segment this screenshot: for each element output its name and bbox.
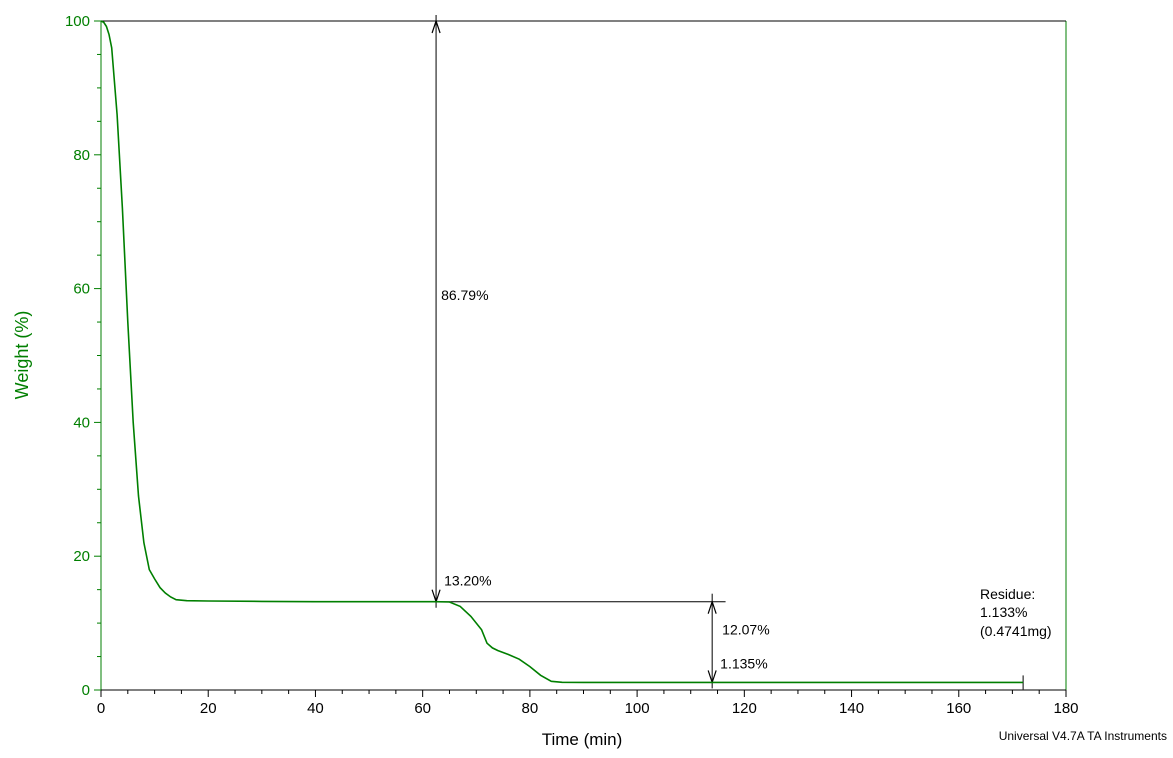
x-tick-label: 80 — [522, 700, 539, 717]
x-tick-label: 160 — [946, 700, 971, 717]
arrow-up-100 — [431, 19, 441, 34]
x-tick-label: 140 — [839, 700, 864, 717]
y-tick-label: 40 — [73, 414, 90, 431]
annotation-labels: 86.79% 13.20% 12.07% 1.135% — [441, 287, 770, 672]
x-tick-label: 100 — [625, 700, 650, 717]
x-axis-label: Time (min) — [542, 730, 623, 749]
residue-mass: (0.4741mg) — [980, 623, 1052, 639]
residue-percent: 1.133% — [980, 604, 1027, 620]
x-tick-label: 20 — [200, 700, 217, 717]
arrow-up-13 — [707, 599, 717, 614]
annotation-label: 1.135% — [720, 656, 767, 672]
software-footer: Universal V4.7A TA Instruments — [999, 729, 1167, 743]
residue-label: Residue: — [980, 586, 1035, 602]
annotation-label: 13.20% — [444, 573, 491, 589]
y-axis-label: Weight (%) — [12, 311, 32, 400]
y-tick-label: 60 — [73, 281, 90, 298]
x-tick-label: 60 — [414, 700, 431, 717]
y-tick-label: 20 — [73, 548, 90, 565]
y-tick-label: 0 — [82, 682, 90, 699]
x-tick-label: 180 — [1053, 700, 1078, 717]
series-group — [100, 20, 1024, 684]
annotation-label: 86.79% — [441, 287, 488, 303]
annotation-label: 12.07% — [722, 621, 769, 637]
x-tick-label: 0 — [97, 700, 105, 717]
weight-curve-0 — [100, 20, 1024, 684]
annotation-lines — [101, 15, 1066, 690]
y-axis-ticks: 0 20 40 60 80 100 — [65, 13, 101, 699]
x-tick-label: 120 — [732, 700, 757, 717]
plot-frame — [100, 20, 1067, 691]
y-tick-label: 80 — [73, 147, 90, 164]
x-tick-label: 40 — [307, 700, 324, 717]
y-tick-label: 100 — [65, 13, 90, 30]
x-axis-ticks: 0 20 40 60 80 100 120 140 160 180 — [97, 690, 1079, 717]
